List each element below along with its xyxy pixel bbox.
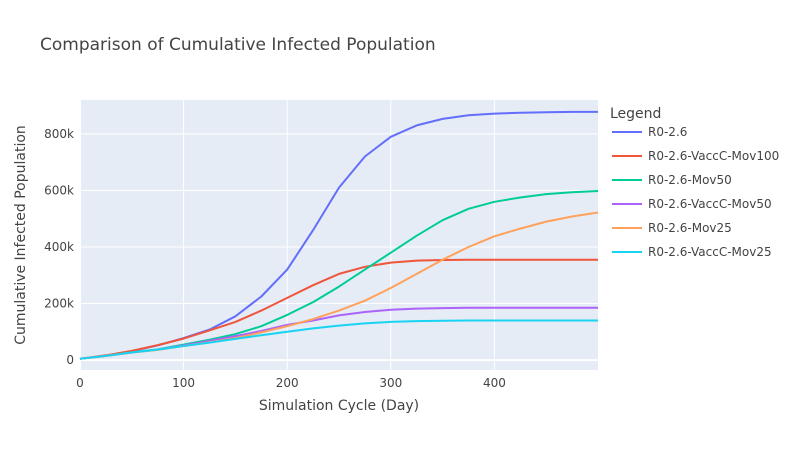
y-axis-title: Cumulative Infected Population [13,125,29,345]
y-tick-labels: 0 200k 400k 600k 800k [44,127,74,367]
x-tick-label: 300 [379,376,402,390]
legend-title: Legend [610,106,661,122]
legend-label: R0-2.6 [648,125,687,139]
legend-label: R0-2.6-VaccC-Mov100 [648,149,779,163]
x-tick-label: 0 [76,376,84,390]
y-tick-label: 0 [66,353,74,367]
legend-label: R0-2.6-VaccC-Mov50 [648,197,772,211]
y-tick-label: 600k [44,183,74,197]
series-line-1 [79,258,598,360]
y-tick-label: 800k [44,127,74,141]
x-axis-title: Simulation Cycle (Day) [259,398,419,414]
x-tick-label: 400 [483,376,506,390]
x-tick-label: 200 [276,376,299,390]
y-tick-label: 200k [44,297,74,311]
legend-label: R0-2.6-VaccC-Mov25 [648,245,772,259]
grid [79,100,598,370]
legend-label: R0-2.6-Mov25 [648,221,732,235]
x-tick-labels: 0 100 200 300 400 [76,376,506,390]
legend: Legend R0-2.6 R0-2.6-VaccC-Mov100 R0-2.6-M… [610,106,779,259]
chart-title: Comparison of Cumulative Infected Popula… [40,35,436,55]
legend-label: R0-2.6-Mov50 [648,173,732,187]
plot-area [80,100,598,370]
series-layer [79,110,599,360]
y-tick-label: 400k [44,240,74,254]
series-line-5 [79,319,598,360]
x-tick-label: 100 [172,376,195,390]
